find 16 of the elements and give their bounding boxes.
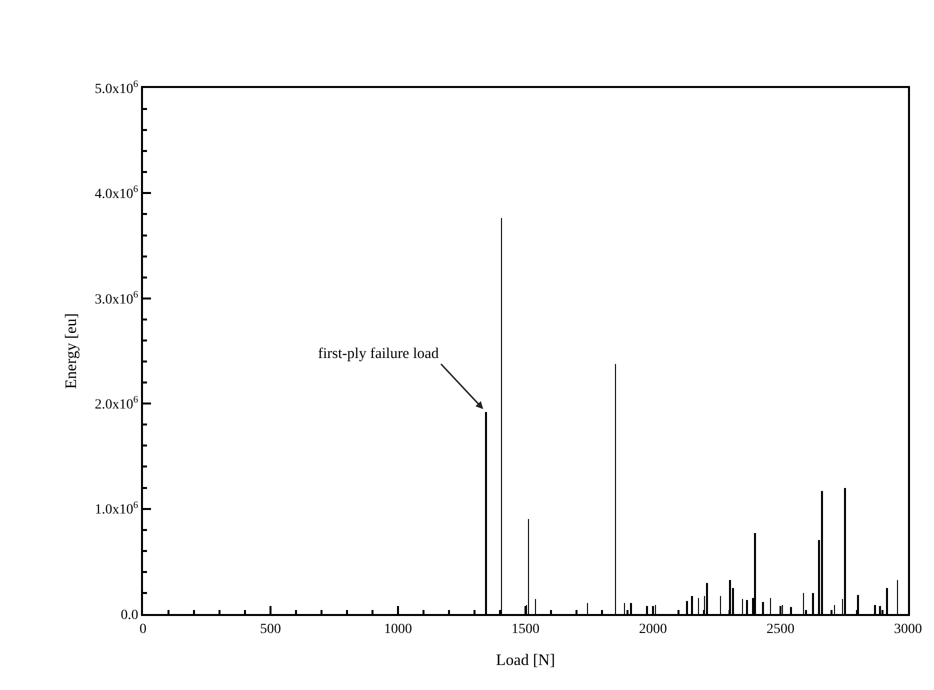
y-tick-label: 4.0x10$^{6}$ xyxy=(94,184,138,202)
y-tick-label: 0.0 xyxy=(120,608,138,623)
x-tick-label: 1000 xyxy=(384,622,412,637)
y-tick-label: 1.0x10$^{6}$ xyxy=(94,500,138,518)
y-tick-label: 2.0x10$^{6}$ xyxy=(94,394,138,412)
x-tick-label: 500 xyxy=(260,622,281,637)
x-tick-label: 3000 xyxy=(894,622,922,637)
x-tick-label: 1500 xyxy=(512,622,540,637)
x-tick-label: 2500 xyxy=(766,622,794,637)
annotation: first-ply failure load xyxy=(318,346,440,362)
x-axis-title: Load [N] xyxy=(496,652,556,669)
y-axis-title: Energy [eu] xyxy=(63,313,80,389)
y-tick-label: 3.0x10$^{6}$ xyxy=(94,289,138,308)
y-tick-label: 5.0x10$^{6}$ xyxy=(94,79,138,97)
x-tick-label: 0 xyxy=(140,622,146,637)
x-tick-label: 2000 xyxy=(639,622,667,637)
